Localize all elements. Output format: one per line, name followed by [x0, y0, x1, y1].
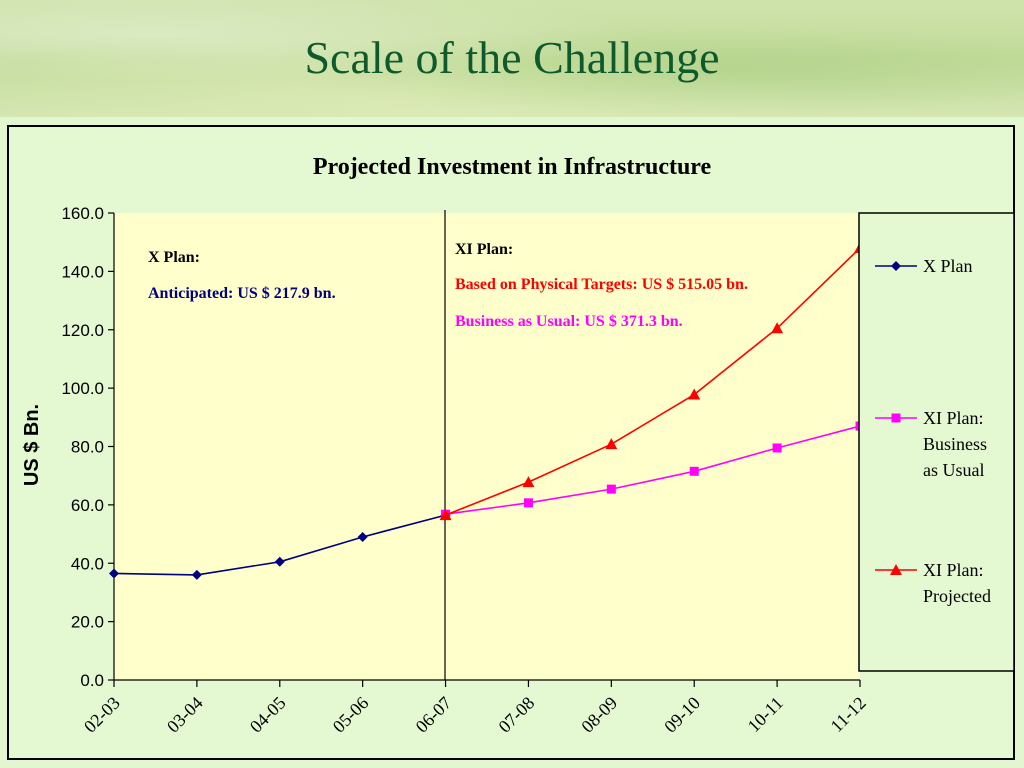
data-point	[605, 438, 618, 450]
plot-area	[114, 213, 860, 680]
y-tick-label: 80.0	[71, 438, 104, 457]
legend-label: XI Plan:	[923, 408, 984, 428]
x-tick-label: 04-05	[246, 693, 290, 737]
y-tick-label: 40.0	[71, 554, 104, 573]
x-tick-label: 07-08	[494, 693, 538, 737]
data-point	[357, 531, 368, 542]
data-point	[191, 569, 202, 580]
x-tick-label: 02-03	[80, 693, 124, 737]
legend-marker	[890, 564, 902, 575]
x-tick-label: 08-09	[577, 693, 621, 737]
xi-plan-annotation-bau: Business as Usual: US $ 371.3 bn.	[455, 313, 683, 330]
xi-plan-annotation-physical: Based on Physical Targets: US $ 515.05 b…	[455, 276, 748, 293]
x-plan-annotation-title: X Plan:	[148, 249, 200, 266]
y-tick-label: 100.0	[61, 379, 104, 398]
x-tick-label: 11-12	[826, 693, 869, 736]
legend-marker	[891, 261, 901, 271]
data-point	[689, 466, 699, 476]
series-line-2	[445, 425, 861, 516]
legend-label: X Plan	[923, 256, 973, 276]
x-plan-annotation-value: Anticipated: US $ 217.9 bn.	[148, 285, 336, 302]
data-point	[772, 443, 782, 453]
data-point	[274, 556, 285, 567]
y-tick-label: 0.0	[80, 671, 104, 690]
legend-box	[858, 212, 1015, 672]
x-tick-label: 03-04	[163, 693, 207, 737]
y-axis-label: US $ Bn.	[21, 404, 43, 486]
header-band	[0, 0, 1024, 117]
data-point	[523, 498, 533, 508]
data-point	[522, 476, 535, 488]
legend-marker	[891, 413, 901, 423]
data-point	[439, 509, 452, 521]
y-tick-label: 160.0	[61, 204, 104, 223]
data-point	[109, 568, 119, 579]
x-tick-label: 09-10	[660, 693, 704, 737]
x-tick-label: 05-06	[329, 693, 373, 737]
chart-title: Projected Investment in Infrastructure	[313, 154, 712, 180]
legend-label: as Usual	[923, 460, 985, 480]
data-point	[606, 484, 616, 494]
series-line-3	[445, 247, 861, 516]
data-point	[688, 388, 701, 400]
legend-label: Projected	[923, 586, 991, 606]
y-tick-label: 60.0	[71, 496, 104, 515]
xi-plan-annotation-title: XI Plan:	[455, 241, 513, 258]
x-tick-label: 10-11	[744, 693, 787, 736]
legend-label: Business	[923, 434, 987, 454]
x-tick-label: 06-07	[412, 693, 456, 737]
y-tick-label: 140.0	[61, 262, 104, 281]
legend-label: XI Plan:	[923, 560, 984, 580]
slide-title: Scale of the Challenge	[304, 32, 720, 83]
y-tick-label: 20.0	[71, 613, 104, 632]
data-point	[771, 322, 784, 334]
y-tick-label: 120.0	[61, 321, 104, 340]
